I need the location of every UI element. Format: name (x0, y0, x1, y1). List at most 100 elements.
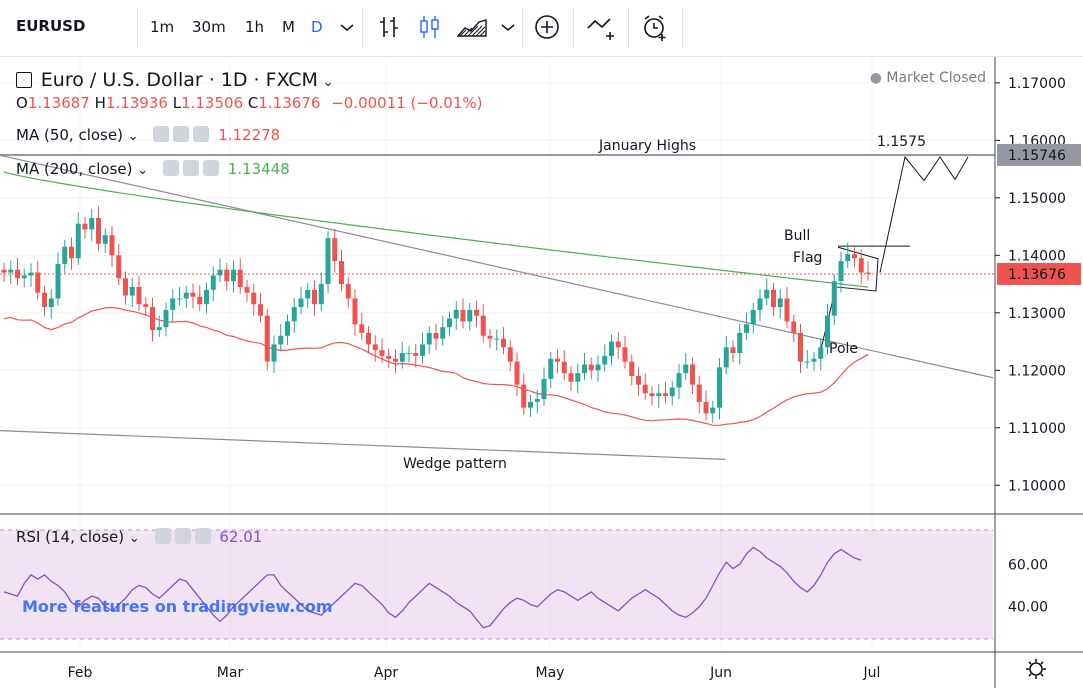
add-indicator-icon[interactable] (532, 12, 562, 42)
candle-body[interactable] (642, 384, 648, 394)
candle-body[interactable] (177, 298, 182, 300)
candle-body[interactable] (541, 378, 547, 400)
candle-body[interactable] (109, 235, 115, 256)
candle-body[interactable] (555, 358, 560, 362)
chevron-down-icon[interactable]: ⌄ (127, 129, 139, 144)
symbol-search[interactable]: EURUSD (16, 17, 86, 35)
candle-body[interactable] (507, 347, 513, 362)
candle-body[interactable] (548, 358, 554, 379)
candle-body[interactable] (656, 393, 662, 397)
candle-body[interactable] (89, 217, 95, 230)
candle-body[interactable] (143, 304, 149, 308)
candle-body[interactable] (224, 269, 230, 282)
candle-body[interactable] (271, 344, 277, 362)
candle-body[interactable] (210, 275, 216, 290)
candle-body[interactable] (372, 344, 378, 351)
settings-gear-icon[interactable] (1026, 659, 1046, 679)
bull-flag-channel[interactable] (835, 246, 879, 292)
candle-body[interactable] (750, 309, 756, 325)
candle-body[interactable] (231, 269, 236, 282)
candle-body[interactable] (487, 335, 493, 339)
interval-1m[interactable]: 1m (150, 18, 175, 36)
candle-body[interactable] (359, 324, 365, 333)
candle-body[interactable] (75, 223, 81, 259)
candle-body[interactable] (595, 364, 601, 371)
candle-body[interactable] (48, 298, 54, 308)
candle-body[interactable] (339, 261, 344, 285)
candle-body[interactable] (204, 289, 209, 305)
visibility-eye-icon[interactable] (154, 528, 171, 544)
candle-body[interactable] (399, 353, 405, 362)
candle-body[interactable] (602, 355, 608, 365)
candle-body[interactable] (453, 309, 459, 319)
candle-body[interactable] (831, 281, 837, 316)
candle-body[interactable] (791, 321, 797, 333)
candle-body[interactable] (501, 338, 506, 348)
rsi-label[interactable]: RSI (14, close) (16, 528, 125, 546)
price-axis[interactable]: 1.170001.160001.150001.140001.130001.120… (995, 76, 1081, 616)
candle-body[interactable] (561, 361, 567, 374)
ma50-label[interactable]: MA (50, close) (16, 126, 123, 144)
candle-body[interactable] (28, 272, 34, 276)
ma50-legend[interactable]: MA (50, close) ⌄ 1.12278 (16, 126, 280, 144)
close-icon[interactable] (202, 160, 219, 176)
candle-body[interactable] (764, 289, 770, 299)
chevron-down-icon[interactable]: ⌄ (137, 163, 149, 178)
candle-body[interactable] (197, 296, 203, 305)
candles-chart-style-icon[interactable] (415, 12, 445, 42)
candle-body[interactable] (474, 309, 479, 316)
candle-body[interactable] (426, 332, 432, 345)
candle-body[interactable] (669, 387, 675, 397)
rsi-legend[interactable]: RSI (14, close) ⌄ 62.01 (16, 528, 262, 546)
candle-body[interactable] (460, 309, 466, 322)
candle-body[interactable] (852, 254, 857, 259)
price-chart[interactable]: 1.170001.160001.150001.140001.130001.120… (0, 57, 1083, 688)
candle-body[interactable] (804, 361, 810, 363)
candle-body[interactable] (413, 353, 419, 356)
candle-body[interactable] (264, 315, 270, 362)
candle-body[interactable] (609, 341, 614, 356)
chart-style-dropdown-icon[interactable] (496, 12, 520, 42)
chevron-down-icon[interactable]: ⌄ (128, 531, 140, 546)
candle-body[interactable] (244, 286, 250, 293)
candle-body[interactable] (825, 315, 830, 348)
candle-body[interactable] (386, 355, 392, 359)
candle-body[interactable] (494, 338, 500, 340)
interval-monthly[interactable]: M (282, 18, 295, 36)
candle-body[interactable] (406, 353, 412, 355)
candle-body[interactable] (696, 384, 702, 402)
candle-body[interactable] (251, 292, 257, 305)
candle-body[interactable] (21, 275, 27, 279)
close-icon[interactable] (194, 528, 211, 544)
candle-body[interactable] (1, 269, 7, 273)
candle-body[interactable] (818, 347, 824, 359)
candle-body[interactable] (723, 347, 729, 368)
candle-body[interactable] (298, 298, 304, 308)
candle-body[interactable] (62, 246, 68, 264)
chevron-down-icon[interactable]: ⌄ (322, 75, 334, 90)
candle-body[interactable] (163, 309, 169, 328)
candle-body[interactable] (838, 261, 844, 282)
candle-body[interactable] (291, 307, 297, 322)
candle-body[interactable] (649, 393, 655, 397)
candle-body[interactable] (845, 254, 851, 262)
time-axis[interactable]: Feb Mar Apr May Jun Jul (68, 665, 881, 681)
candle-body[interactable] (784, 298, 790, 322)
candle-body[interactable] (96, 217, 101, 244)
candle-body[interactable] (55, 263, 61, 299)
candle-body[interactable] (352, 298, 358, 325)
candle-body[interactable] (582, 364, 587, 374)
compare-symbol-icon[interactable] (585, 12, 621, 42)
candle-body[interactable] (771, 289, 776, 308)
visibility-eye-icon[interactable] (162, 160, 179, 176)
candle-body[interactable] (8, 269, 14, 273)
close-icon[interactable] (193, 126, 210, 142)
candle-body[interactable] (676, 373, 682, 388)
candle-body[interactable] (528, 401, 533, 408)
candle-body[interactable] (170, 298, 176, 310)
candle-body[interactable] (393, 358, 398, 362)
candle-body[interactable] (811, 358, 817, 362)
candle-body[interactable] (467, 309, 473, 322)
candle-body[interactable] (183, 292, 189, 299)
candle-body[interactable] (757, 298, 763, 310)
